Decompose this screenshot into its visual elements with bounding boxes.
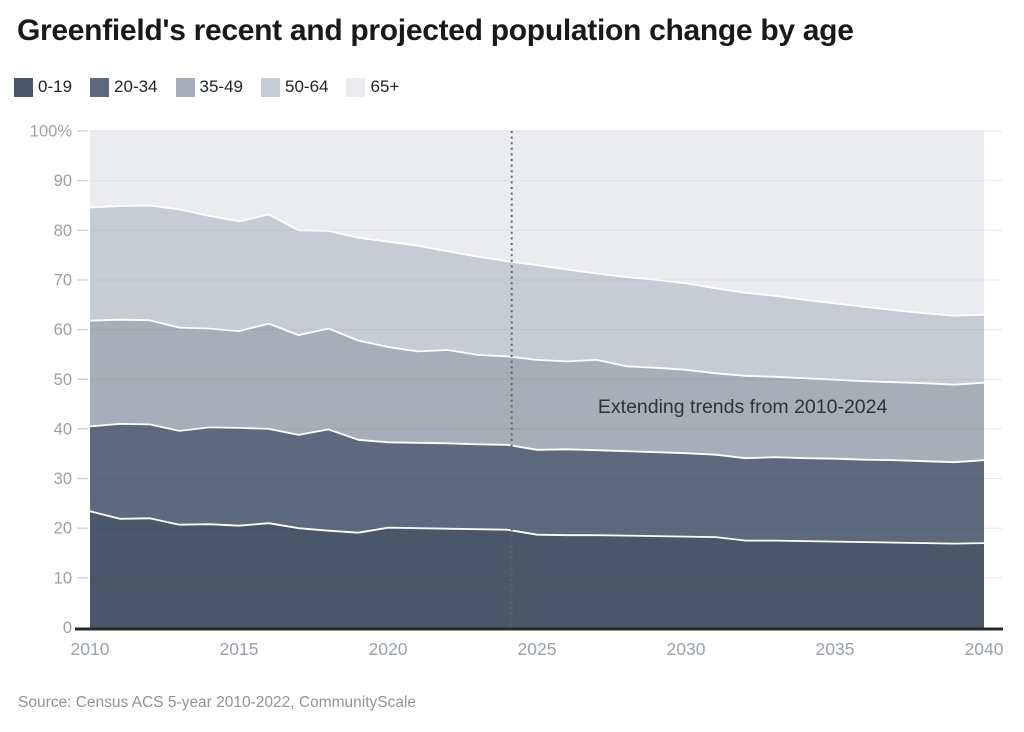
x-tick-label: 2015 (220, 639, 259, 659)
y-tick-label: 0 (63, 619, 72, 637)
legend-item-20-34: 20-34 (90, 77, 158, 97)
legend-swatch (90, 77, 110, 97)
legend-swatch (14, 77, 33, 97)
x-axis-labels: 2010 2015 2020 2025 2030 2035 2040 (71, 639, 1004, 659)
area-separator (89, 318, 985, 386)
area-separator (89, 423, 985, 464)
y-tick-label: 80 (54, 222, 72, 240)
legend-swatch (175, 77, 195, 97)
y-tick-label: 100% (30, 123, 73, 141)
x-tick-label: 2025 (518, 639, 557, 659)
legend-swatch (346, 77, 366, 97)
legend-item-35-49: 35-49 (175, 77, 243, 97)
chart-legend: 0-19 20-34 35-49 50-64 65+ (14, 77, 399, 97)
area-separator (89, 204, 985, 317)
x-tick-label: 2020 (369, 639, 408, 659)
area-35-49 (90, 319, 984, 463)
y-tick-label: 10 (54, 569, 72, 587)
gridlines-overlay (90, 130, 984, 579)
x-tick-label: 2010 (71, 639, 110, 659)
chart-title: Greenfield's recent and projected popula… (17, 14, 854, 47)
x-tick-label: 2030 (667, 639, 706, 659)
y-tick-label: 90 (54, 172, 72, 190)
area-series (90, 131, 984, 628)
legend-item-label: 0-19 (38, 77, 73, 96)
y-tick-label: 30 (54, 470, 72, 488)
legend-item-50-64: 50-64 (261, 77, 328, 97)
y-axis-labels: 0 10 20 30 40 50 60 70 80 90 100% (30, 123, 88, 637)
area-65+ (90, 131, 984, 316)
source-note: Source: Census ACS 5-year 2010-2022, Com… (18, 694, 417, 711)
legend-item-65+: 65+ (346, 77, 399, 97)
y-tick-label: 20 (54, 520, 72, 538)
y-tick-label: 40 (54, 420, 72, 438)
y-tick-label: 60 (54, 321, 72, 339)
legend-item-label: 35-49 (199, 77, 243, 96)
y-tick-label: 50 (54, 371, 72, 389)
area-20-34 (90, 423, 984, 544)
area-separator (89, 510, 985, 545)
legend-swatch (261, 77, 280, 97)
legend-item-0-19: 0-19 (14, 77, 72, 97)
x-tick-label: 2035 (816, 639, 855, 659)
area-0-19 (90, 511, 984, 628)
area-50-64 (90, 205, 984, 385)
area-separators (89, 204, 985, 545)
x-tick-label: 2040 (965, 639, 1004, 659)
legend-item-label: 50-64 (285, 77, 329, 96)
legend-item-label: 65+ (370, 77, 400, 96)
y-tick-label: 70 (54, 271, 72, 289)
legend-item-label: 20-34 (114, 77, 158, 96)
chart-annotation: Extending trends from 2010-2024 (598, 396, 888, 418)
